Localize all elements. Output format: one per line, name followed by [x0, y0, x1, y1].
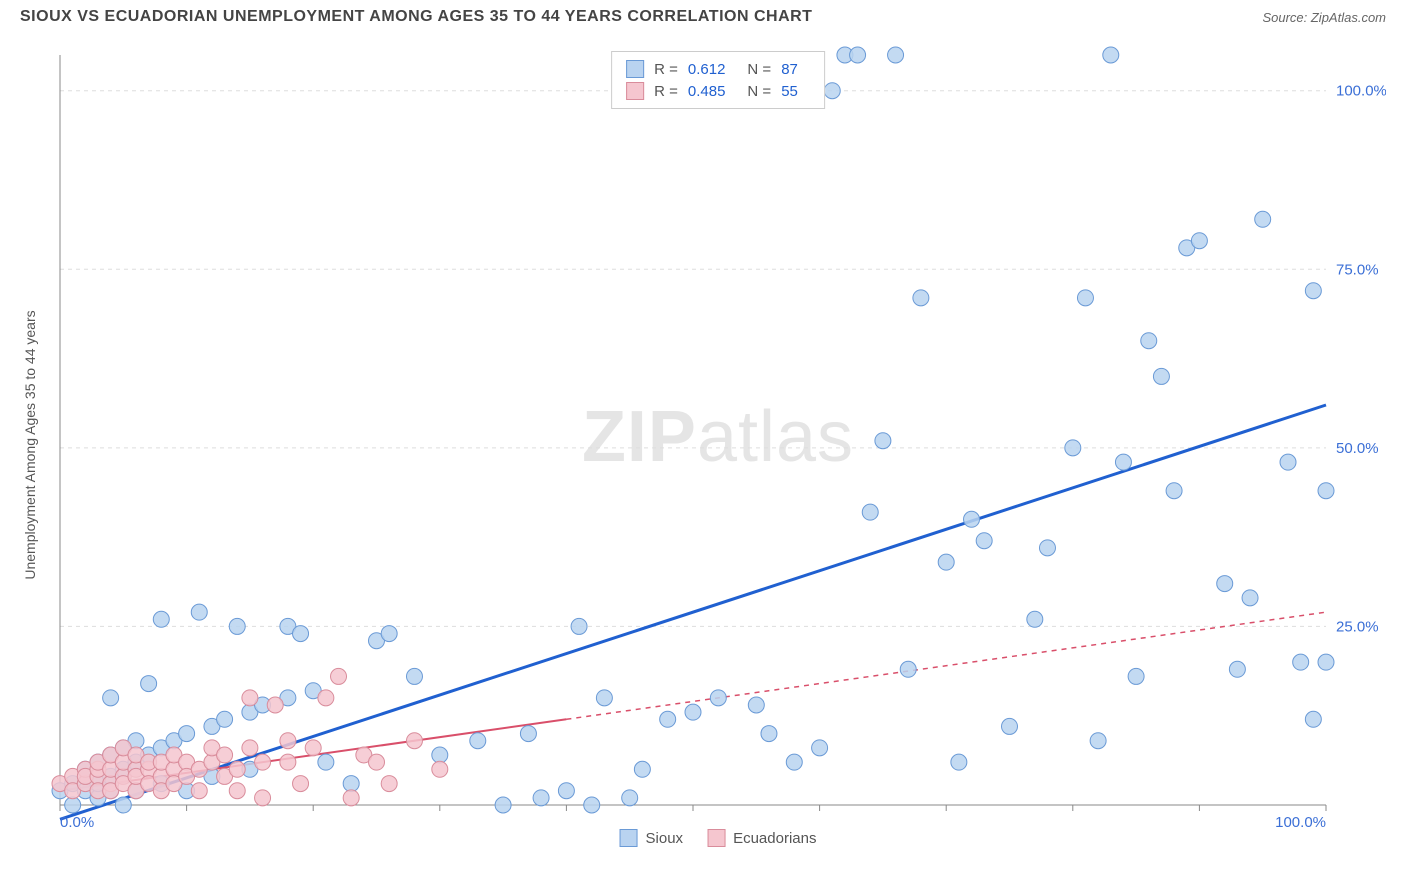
scatter-plot: 25.0% 50.0% 75.0% 100.0% 0.0% 100.0% [50, 45, 1386, 845]
legend-series-label: Ecuadorians [733, 830, 816, 847]
legend-n-value: 87 [781, 61, 798, 78]
svg-text:75.0%: 75.0% [1336, 261, 1379, 278]
legend-swatch [626, 82, 644, 100]
svg-text:50.0%: 50.0% [1336, 440, 1379, 457]
chart-container: Unemployment Among Ages 35 to 44 years Z… [50, 45, 1386, 845]
svg-text:100.0%: 100.0% [1336, 83, 1386, 100]
legend-r-label: R = [654, 61, 678, 78]
legend-top-row: R = 0.485 N = 55 [626, 80, 810, 102]
legend-r-label: R = [654, 83, 678, 100]
legend-r-value: 0.485 [688, 83, 726, 100]
legend-r-value: 0.612 [688, 61, 726, 78]
legend-n-label: N = [747, 61, 771, 78]
chart-source: Source: ZipAtlas.com [1262, 10, 1386, 25]
svg-text:0.0%: 0.0% [60, 814, 94, 831]
svg-text:25.0%: 25.0% [1336, 618, 1379, 635]
svg-text:100.0%: 100.0% [1275, 814, 1326, 831]
legend-n-label: N = [747, 83, 771, 100]
series-legend: Sioux Ecuadorians [620, 829, 817, 847]
legend-top-row: R = 0.612 N = 87 [626, 58, 810, 80]
legend-series-label: Sioux [646, 830, 684, 847]
chart-title: SIOUX VS ECUADORIAN UNEMPLOYMENT AMONG A… [20, 8, 812, 26]
legend-swatch [626, 60, 644, 78]
legend-swatch [707, 829, 725, 847]
legend-swatch [620, 829, 638, 847]
y-axis-label: Unemployment Among Ages 35 to 44 years [22, 310, 38, 579]
legend-bottom-item: Sioux [620, 829, 684, 847]
chart-header: SIOUX VS ECUADORIAN UNEMPLOYMENT AMONG A… [0, 0, 1406, 30]
legend-n-value: 55 [781, 83, 798, 100]
legend-bottom-item: Ecuadorians [707, 829, 816, 847]
correlation-legend: R = 0.612 N = 87 R = 0.485 N = 55 [611, 51, 825, 109]
